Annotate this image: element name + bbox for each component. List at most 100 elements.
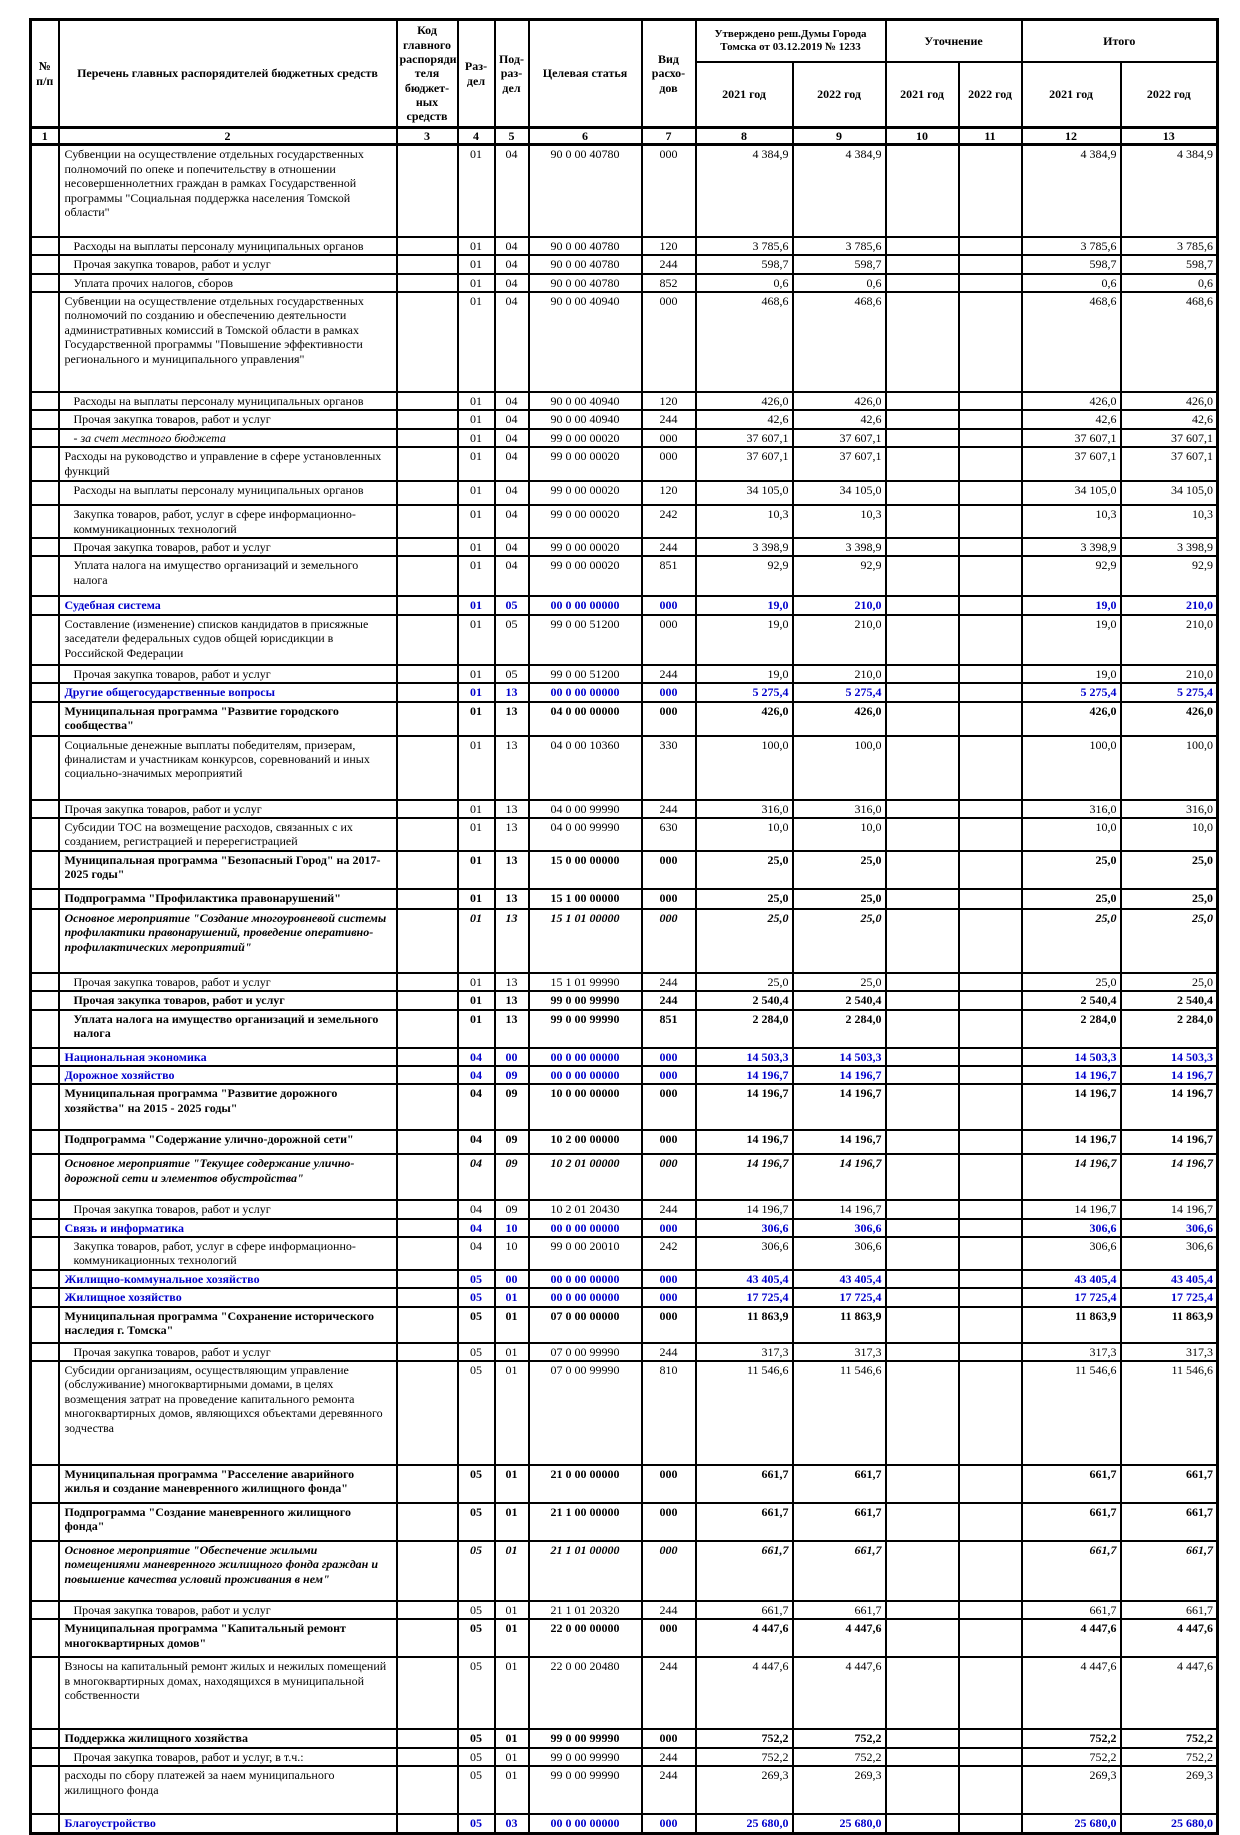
approved-2021-cell: 42,6 [694, 409, 794, 430]
approved-2021-cell: 11 863,9 [694, 1305, 794, 1344]
itogo-2022-cell: 17 725,4 [1119, 1287, 1219, 1308]
celevaya-statya-cell: 10 0 00 00000 [527, 1083, 643, 1132]
celevaya-statya-cell: 99 0 00 99990 [527, 1008, 643, 1049]
vid-rashodov-cell: 000 [640, 1064, 697, 1086]
vid-rashodov-cell: 244 [640, 409, 697, 430]
razdel-cell: 01 [456, 291, 496, 394]
utochnenie-2021-cell [884, 504, 960, 540]
utochnenie-2022-cell [957, 291, 1023, 394]
header-group-utochnenie: Уточнение [884, 18, 1023, 63]
approved-2021-cell: 3 785,6 [694, 235, 794, 257]
grbs-code-cell [395, 480, 459, 507]
approved-2021-cell: 4 384,9 [694, 143, 794, 238]
item-name: Основное мероприятие "Создание многоуров… [57, 907, 398, 974]
itogo-2021-cell: 3 398,9 [1020, 536, 1122, 558]
utochnenie-2022-cell [957, 1236, 1023, 1271]
utochnenie-2022-cell [957, 1341, 1023, 1363]
approved-2021-cell: 3 398,9 [694, 536, 794, 558]
podrazdel-cell: 13 [493, 700, 530, 737]
itogo-2021-cell: 426,0 [1020, 700, 1122, 737]
vid-rashodov-cell: 851 [640, 1008, 697, 1049]
row-number-cell [29, 990, 60, 1011]
table-row: Основное мероприятие "Создание многоуров… [29, 907, 1219, 974]
itogo-2022-cell: 210,0 [1119, 595, 1219, 616]
grbs-code-cell [395, 1064, 459, 1086]
item-name: Уплата налога на имущество организаций и… [57, 1008, 398, 1049]
vid-rashodov-cell: 000 [640, 1129, 697, 1156]
razdel-cell: 01 [456, 555, 496, 598]
approved-2022-cell: 11 546,6 [791, 1360, 887, 1467]
utochnenie-2021-cell [884, 1305, 960, 1344]
utochnenie-2022-cell [957, 1305, 1023, 1344]
itogo-2022-cell: 661,7 [1119, 1464, 1219, 1505]
itogo-2022-cell: 661,7 [1119, 1540, 1219, 1603]
razdel-cell: 05 [456, 1746, 496, 1768]
razdel-cell: 05 [456, 1600, 496, 1621]
utochnenie-2021-cell [884, 1046, 960, 1067]
item-name: Муниципальная программа "Развитие городс… [57, 700, 398, 737]
item-name: Субвенции на осуществление отдельных гос… [57, 143, 398, 238]
table-row: Муниципальная программа "Развитие городс… [29, 700, 1219, 737]
vid-rashodov-cell: 244 [640, 1656, 697, 1731]
item-name: Подпрограмма "Создание маневренного жили… [57, 1502, 398, 1543]
utochnenie-2022-cell [957, 555, 1023, 598]
itogo-2022-cell: 37 607,1 [1119, 427, 1219, 449]
itogo-2022-cell: 37 607,1 [1119, 446, 1219, 483]
razdel-cell: 01 [456, 849, 496, 890]
table-row: Составление (изменение) списков кандидат… [29, 613, 1219, 666]
itogo-2021-cell: 306,6 [1020, 1217, 1122, 1239]
podrazdel-cell: 05 [493, 613, 530, 666]
celevaya-statya-cell: 99 0 00 99990 [527, 1765, 643, 1816]
row-number-cell [29, 971, 60, 993]
utochnenie-2021-cell [884, 798, 960, 819]
vid-rashodov-cell: 000 [640, 1540, 697, 1603]
razdel-cell: 05 [456, 1656, 496, 1731]
approved-2021-cell: 25,0 [694, 887, 794, 910]
utochnenie-2022-cell [957, 427, 1023, 449]
itogo-2021-cell: 42,6 [1020, 409, 1122, 430]
podrazdel-cell: 01 [493, 1287, 530, 1308]
grbs-code-cell [395, 1305, 459, 1344]
utochnenie-2021-cell [884, 1360, 960, 1467]
grbs-code-cell [395, 907, 459, 974]
utochnenie-2021-cell [884, 1008, 960, 1049]
grbs-code-cell [395, 1540, 459, 1603]
vid-rashodov-cell: 000 [640, 1813, 697, 1835]
approved-2021-cell: 11 546,6 [694, 1360, 794, 1467]
itogo-2021-cell: 25 680,0 [1020, 1813, 1122, 1835]
podrazdel-cell: 04 [493, 235, 530, 257]
row-number-cell [29, 595, 60, 616]
celevaya-statya-cell: 90 0 00 40780 [527, 272, 643, 294]
itogo-2022-cell: 14 196,7 [1119, 1083, 1219, 1132]
itogo-2021-cell: 4 384,9 [1020, 143, 1122, 238]
razdel-cell: 05 [456, 1813, 496, 1835]
itogo-2021-cell: 598,7 [1020, 254, 1122, 275]
approved-2021-cell: 752,2 [694, 1746, 794, 1768]
approved-2021-cell: 19,0 [694, 595, 794, 616]
grbs-code-cell [395, 1268, 459, 1290]
header-item-name: Перечень главных распорядителей бюджетны… [57, 18, 398, 129]
vid-rashodov-cell: 244 [640, 1341, 697, 1363]
utochnenie-2022-cell [957, 1008, 1023, 1049]
itogo-2022-cell: 4 447,6 [1119, 1656, 1219, 1731]
item-name: Дорожное хозяйство [57, 1064, 398, 1086]
row-number-cell [29, 1502, 60, 1543]
table-row: Муниципальная программа "Безопасный Горо… [29, 849, 1219, 890]
itogo-2022-cell: 598,7 [1119, 254, 1219, 275]
podrazdel-cell: 01 [493, 1656, 530, 1731]
approved-2022-cell: 14 196,7 [791, 1199, 887, 1220]
column-number: 13 [1119, 125, 1219, 147]
utochnenie-2022-cell [957, 613, 1023, 666]
celevaya-statya-cell: 00 0 00 00000 [527, 1268, 643, 1290]
item-name: Субсидии организациям, осуществляющим уп… [57, 1360, 398, 1467]
approved-2022-cell: 4 384,9 [791, 143, 887, 238]
utochnenie-2021-cell [884, 663, 960, 685]
row-number-cell [29, 1305, 60, 1344]
utochnenie-2021-cell [884, 1656, 960, 1731]
table-row: Прочая закупка товаров, работ и услуг 05 0… [29, 1341, 1219, 1363]
approved-2022-cell: 5 275,4 [791, 682, 887, 703]
podrazdel-cell: 13 [493, 849, 530, 890]
vid-rashodov-cell: 000 [640, 682, 697, 703]
approved-2022-cell: 3 398,9 [791, 536, 887, 558]
itogo-2021-cell: 11 863,9 [1020, 1305, 1122, 1344]
